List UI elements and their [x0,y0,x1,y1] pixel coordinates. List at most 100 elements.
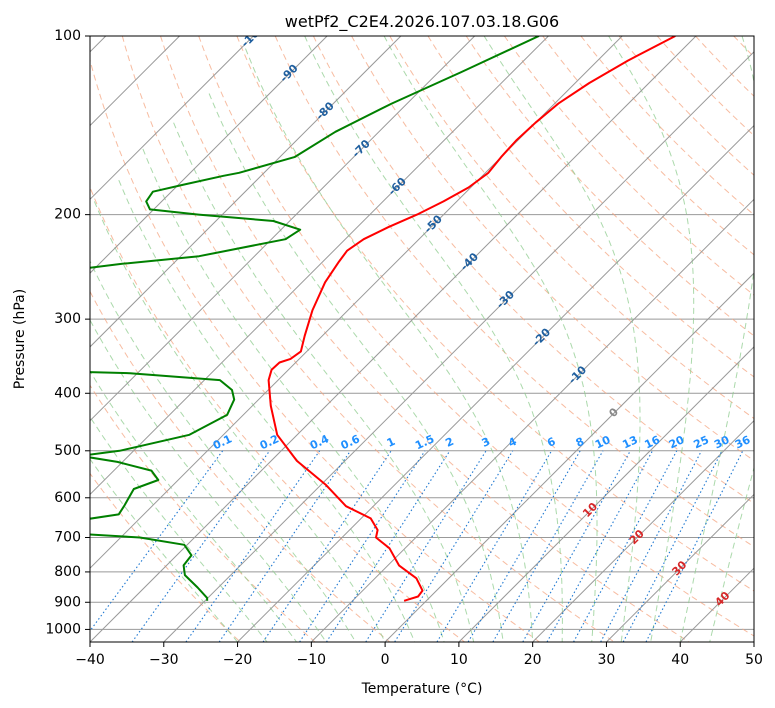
isotherm-line [753,641,754,642]
y-tick-label: 900 [54,594,81,610]
dry-adiabat [90,384,316,642]
x-tick-label: −10 [297,652,327,668]
mixing-ratio-line [645,450,744,642]
dry-adiabat [351,36,754,462]
moist-adiabat [304,36,563,642]
moist-adiabat [608,36,695,642]
isotherm-line [90,36,549,496]
plot-frame [89,35,755,643]
x-tick-label: 0 [381,652,390,668]
x-axis-label: Temperature (°C) [361,681,483,697]
axes: −40 −30 −20 −10 0 10 20 30 40 5010020030040050060… [45,28,763,668]
isotherm-line [90,36,402,348]
y-tick-label: 700 [54,530,81,546]
isotherm-line [90,36,697,642]
dry-adiabat [90,472,241,642]
dry-adiabat [656,36,754,137]
x-tick-label: 30 [598,652,616,668]
mixing-ratio-label: 16 [643,433,663,451]
x-tick-label: 20 [524,652,542,668]
mixing-ratio-line [522,450,631,642]
mixing-ratio-label: 6 [545,435,558,450]
dewpoint-line [90,36,540,601]
x-tick-label: 40 [671,652,689,668]
dry-adiabat [389,36,754,420]
isotherm-line [532,419,754,642]
y-tick-label: 1000 [45,621,81,637]
isotherm-line [458,346,754,642]
mixing-ratio-label: 25 [692,433,711,451]
y-tick-label: 300 [54,311,81,327]
dry-adiabat [427,36,754,378]
isotherm-line [606,493,754,642]
mixing-ratio-label: 10 [593,433,613,451]
dry-adiabat [695,36,754,97]
mixing-ratio-line [365,450,487,642]
dry-adiabat [236,36,754,592]
mixing-ratio-label: 1.5 [413,432,436,452]
dry-adiabat [160,36,690,642]
mixing-ratio-label: 4 [506,435,519,450]
x-tick-label: −30 [149,652,179,668]
mixing-ratio-label: 30 [712,433,732,451]
dry-adiabat-label: 30 [669,558,689,578]
plot-series [90,36,676,602]
moist-adiabat [90,415,268,642]
y-tick-label: 600 [54,490,81,506]
moist-adiabat [90,458,238,642]
mixing-ratio-label: 0.1 [211,432,234,452]
moist-adiabat [709,465,754,642]
isotherm-line [163,51,754,642]
dry-adiabat [90,58,540,642]
mixing-ratio-line [394,450,514,642]
moist-adiabat [90,318,327,642]
mixing-ratio-line [185,450,321,642]
mixing-ratio-label: 0.6 [339,432,362,452]
dry-adiabat [312,36,754,504]
mixing-ratio-line [218,450,351,642]
isotherm-line [310,198,754,642]
plot-grid [90,36,754,642]
moist-adiabat [245,48,534,642]
y-tick-label: 200 [54,207,81,223]
mixing-ratio-label: 3 [480,435,492,450]
chart-title: wetPf2_C2E4.2026.107.03.18.G06 [285,12,559,32]
moist-adiabat [93,201,386,642]
moist-adiabat [173,122,475,642]
mixing-ratio-label: 13 [620,433,639,451]
isotherm-line [90,36,328,274]
mixing-ratio-line [90,450,224,632]
mixing-ratio-line [546,450,653,642]
mixing-ratio-line [131,450,271,642]
mixing-ratio-label: 36 [733,433,753,451]
isotherm-line [90,36,254,201]
moist-adiabat [383,36,598,642]
mixing-ratio-line [467,450,581,642]
dry-adiabat [90,290,391,642]
y-tick-label: 500 [54,443,81,459]
x-tick-label: 10 [450,652,468,668]
mixing-ratio-label: 20 [667,433,687,451]
mixing-ratio-label: 0.4 [308,432,331,452]
y-axis-label: Pressure (hPa) [12,289,28,389]
isotherm-line [237,124,754,642]
dry-adiabat [198,36,754,637]
isotherm-line [384,272,754,642]
y-tick-label: 100 [54,28,81,44]
mixing-ratio-line [600,450,702,642]
moist-adiabat [90,260,357,642]
dry-adiabat [542,36,754,256]
temperature-line [267,36,676,602]
x-tick-label: −40 [75,652,105,668]
x-tick-label: 50 [745,652,763,668]
x-tick-label: −20 [223,652,253,668]
dry-adiabat [465,36,754,337]
mixing-ratio-line [492,450,604,642]
moist-adiabat [679,36,754,642]
moist-adiabat [208,93,504,642]
mixing-ratio-label: 1 [385,435,397,450]
mixing-ratio-line [436,450,553,642]
dry-adiabat [580,36,754,216]
dry-adiabat [121,36,615,642]
y-tick-label: 400 [54,385,81,401]
